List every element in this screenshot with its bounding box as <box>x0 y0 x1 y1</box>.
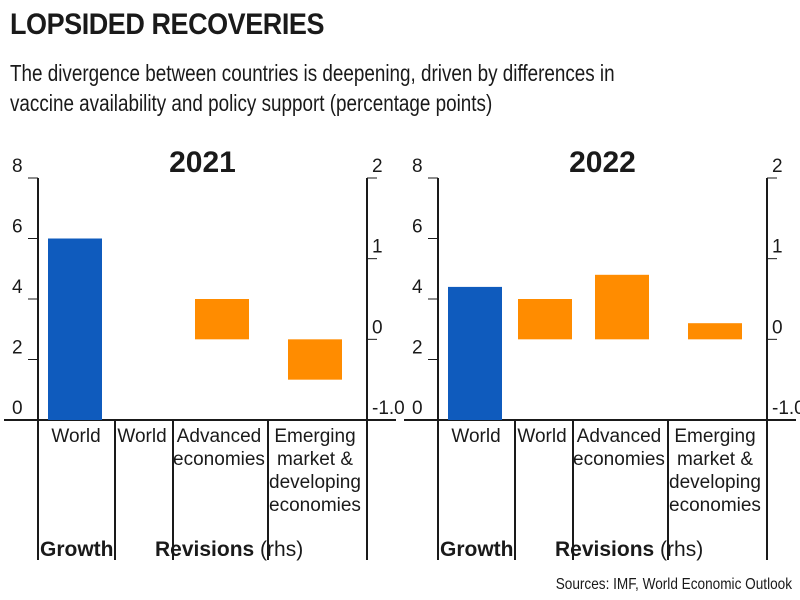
category-label: economies <box>269 495 361 516</box>
right-tick-label: 0 <box>372 317 383 338</box>
category-label: Advanced <box>577 426 662 447</box>
group-label-growth: Growth <box>440 538 514 561</box>
right-tick-label: -1.0 <box>772 398 800 419</box>
source-note: Sources: IMF, World Economic Outlook <box>555 576 792 593</box>
left-tick-label: 8 <box>12 156 23 177</box>
left-tick-label: 2 <box>12 338 23 359</box>
group-label-revisions: Revisions (rhs) <box>555 538 703 561</box>
right-tick-label: 2 <box>772 156 783 177</box>
chart-title: LOPSIDED RECOVERIES <box>10 8 325 41</box>
group-label-revisions-bold: Revisions <box>155 538 254 561</box>
category-label: Advanced <box>177 426 262 447</box>
left-tick-label: 6 <box>412 217 423 238</box>
left-tick-label: 0 <box>12 398 23 419</box>
right-tick-label: 1 <box>372 237 383 258</box>
panel-title: 2021 <box>169 146 236 179</box>
category-label: market & <box>677 449 753 470</box>
category-label: World <box>51 426 100 447</box>
right-tick-label: -1.0 <box>372 398 405 419</box>
category-label: World <box>451 426 500 447</box>
chart-subtitle: The divergence between countries is deep… <box>10 60 615 116</box>
left-tick-label: 6 <box>12 217 23 238</box>
group-label-revisions-suffix: (rhs) <box>654 538 703 561</box>
group-label-revisions-suffix: (rhs) <box>254 538 303 561</box>
left-tick-label: 8 <box>412 156 423 177</box>
revision-bar <box>518 299 572 340</box>
category-label: economies <box>669 495 761 516</box>
revision-bar <box>195 299 249 340</box>
category-label: World <box>517 426 566 447</box>
left-tick-label: 0 <box>412 398 423 419</box>
right-tick-label: 0 <box>772 317 783 338</box>
category-label: developing <box>669 472 761 493</box>
right-tick-label: 1 <box>772 237 783 258</box>
category-label: Emerging <box>274 426 355 447</box>
category-label: market & <box>277 449 353 470</box>
growth-bar <box>48 238 102 420</box>
left-tick-label: 4 <box>12 277 23 298</box>
group-label-revisions-bold: Revisions <box>555 538 654 561</box>
group-label-growth: Growth <box>40 538 114 561</box>
panel-title: 2022 <box>569 146 636 179</box>
group-label-revisions: Revisions (rhs) <box>155 538 303 561</box>
left-tick-label: 2 <box>412 338 423 359</box>
category-label: Emerging <box>674 426 755 447</box>
left-tick-label: 4 <box>412 277 423 298</box>
growth-bar <box>448 286 502 420</box>
category-label: World <box>117 426 166 447</box>
category-label: economies <box>573 449 665 470</box>
revision-bar <box>595 274 649 340</box>
category-label: economies <box>173 449 265 470</box>
revision-bar <box>288 339 342 380</box>
revision-bar <box>688 323 742 340</box>
category-label: developing <box>269 472 361 493</box>
right-tick-label: 2 <box>372 156 383 177</box>
